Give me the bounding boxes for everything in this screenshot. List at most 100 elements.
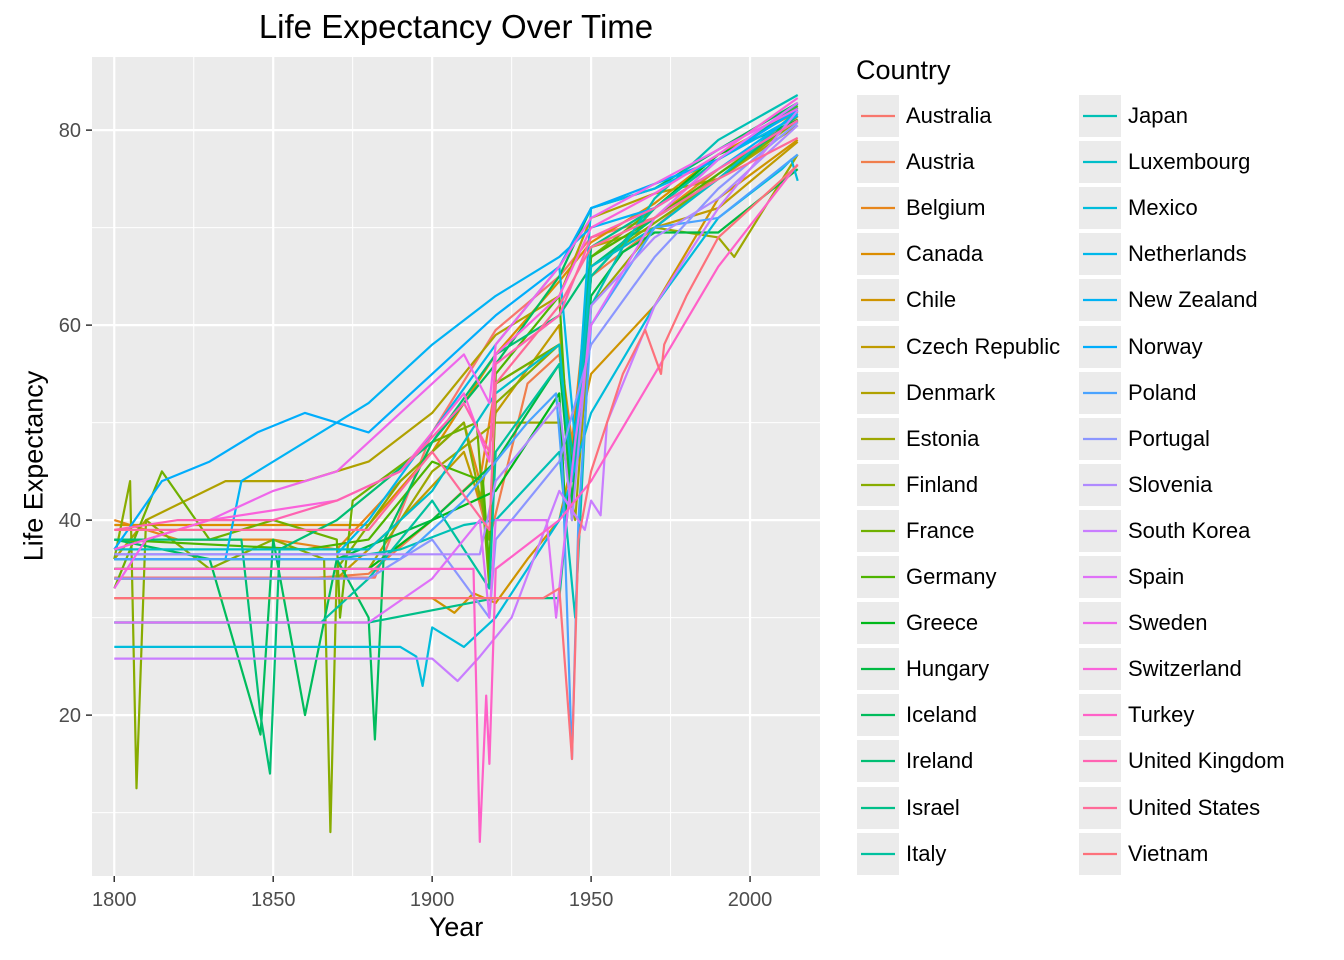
legend-swatch <box>1083 668 1117 671</box>
series-line-estonia <box>114 153 799 570</box>
legend-label: Chile <box>906 287 957 313</box>
legend-label: Austria <box>906 149 975 175</box>
legend-key <box>1079 786 1121 829</box>
legend-key <box>857 417 899 460</box>
y-tick-label: 40 <box>59 510 81 532</box>
legend-swatch <box>861 668 895 671</box>
x-tick-label: 1800 <box>92 889 137 911</box>
legend-swatch <box>861 714 895 717</box>
series-line-slovenia <box>114 124 799 556</box>
legend-swatch <box>1083 437 1117 440</box>
legend-label: Switzerland <box>1128 656 1242 682</box>
legend-swatch <box>861 253 895 256</box>
series-line-hungary <box>114 168 799 561</box>
series-line-united-states <box>114 136 799 531</box>
legend-swatch <box>1083 714 1117 717</box>
legend-key <box>857 463 899 506</box>
legend-label: Germany <box>906 564 997 589</box>
series-line-japan <box>114 94 799 619</box>
legend-label: Vietnam <box>1128 840 1209 866</box>
legend-key <box>1079 279 1121 322</box>
legend-key <box>857 694 899 737</box>
series-line-mexico <box>114 158 799 687</box>
legend-swatch <box>861 114 895 118</box>
y-axis-title: Life Expectancy <box>18 370 49 562</box>
legend-label: Finland <box>906 471 979 497</box>
legend-key <box>1079 187 1121 230</box>
legend-swatch <box>861 483 895 486</box>
legend-swatch <box>1083 207 1117 210</box>
legend-key <box>1079 95 1121 137</box>
legend-title: Country <box>856 55 951 85</box>
legend-key <box>857 371 899 414</box>
legend-swatch <box>1083 529 1117 532</box>
legend-swatch <box>861 760 895 763</box>
legend-label: New Zealand <box>1128 287 1258 313</box>
legend-swatch <box>861 160 895 164</box>
series-line-sweden <box>113 107 799 589</box>
legend-label: United Kingdom <box>1128 748 1285 774</box>
legend-label: Estonia <box>906 425 980 451</box>
legend-swatch <box>1083 483 1117 486</box>
legend-label: Sweden <box>1128 610 1208 636</box>
legend-swatch <box>1083 345 1117 348</box>
legend-label: Italy <box>906 840 947 866</box>
legend-key <box>1079 694 1121 737</box>
legend-swatch <box>861 299 895 302</box>
legend-key <box>1079 740 1121 783</box>
legend-key <box>857 786 899 829</box>
legend-key <box>857 602 899 645</box>
legend-label: Hungary <box>906 656 990 682</box>
legend-key <box>857 187 899 230</box>
y-tick-label: 80 <box>59 120 81 142</box>
legend-swatch <box>861 529 895 532</box>
series-line-canada <box>114 110 799 527</box>
legend-swatch <box>1083 806 1117 809</box>
series-line-poland <box>114 153 799 761</box>
series-line-portugal <box>114 121 799 619</box>
legend-key <box>1079 371 1121 414</box>
legend-label: Norway <box>1128 333 1203 359</box>
legend-label: Iceland <box>906 702 977 728</box>
legend-swatch <box>861 852 895 855</box>
chart-title: Life Expectancy Over Time <box>258 8 654 45</box>
legend-label: South Korea <box>1128 517 1251 543</box>
legend-swatch <box>861 621 895 625</box>
legend-key <box>857 233 899 276</box>
series-line-turkey <box>114 163 799 843</box>
x-tick-label: 2000 <box>728 889 773 911</box>
legend-swatch <box>1083 852 1117 855</box>
legend-swatch <box>1083 114 1117 118</box>
legend-key <box>857 141 899 184</box>
y-tick-label: 20 <box>59 705 81 727</box>
legend-label: Ireland <box>906 748 974 774</box>
series-line-denmark <box>113 124 799 560</box>
legend-swatch <box>1083 391 1117 394</box>
legend-label: United States <box>1128 794 1261 820</box>
legend-key <box>1079 556 1121 598</box>
legend-key <box>1079 602 1121 645</box>
legend-key <box>857 509 899 552</box>
legend-key <box>857 832 899 875</box>
legend-label: Turkey <box>1128 702 1195 728</box>
legend-label: Poland <box>1128 379 1197 405</box>
legend-label: Portugal <box>1128 425 1210 451</box>
legend-swatch <box>1083 299 1117 302</box>
legend-key <box>1079 233 1121 276</box>
legend-swatch <box>861 391 895 394</box>
legend-key <box>857 325 899 368</box>
legend-label: Denmark <box>906 379 996 405</box>
legend-label: Luxembourg <box>1128 149 1251 175</box>
y-tick-label: 60 <box>59 315 81 337</box>
series-line-greece <box>114 119 799 570</box>
legend-key <box>857 279 899 322</box>
legend-label: Belgium <box>906 195 986 221</box>
series-line-italy <box>114 102 799 624</box>
legend-key <box>1079 648 1121 691</box>
x-tick-label: 1900 <box>410 889 455 911</box>
legend-key <box>857 556 899 598</box>
legend-swatch <box>861 207 895 210</box>
legend-key <box>1079 509 1121 552</box>
legend-swatch <box>1083 253 1117 256</box>
